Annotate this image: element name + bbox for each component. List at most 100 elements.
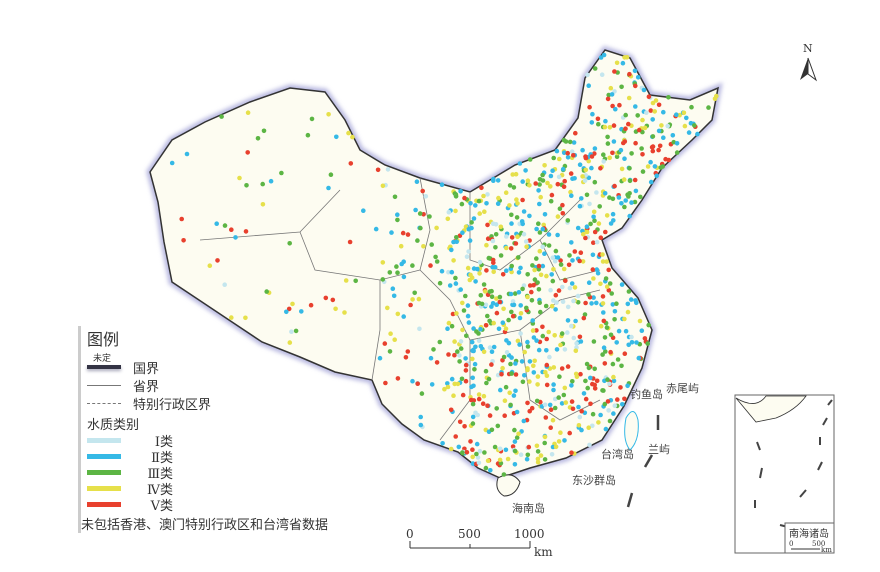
monitoring-point: [552, 396, 558, 402]
monitoring-point: [521, 418, 527, 424]
monitoring-point: [395, 270, 400, 276]
monitoring-point: [597, 204, 602, 209]
monitoring-point: [610, 196, 616, 202]
monitoring-point: [529, 289, 534, 295]
monitoring-point: [636, 127, 642, 133]
monitoring-point: [478, 293, 484, 298]
monitoring-point: [477, 259, 483, 265]
monitoring-point: [618, 147, 624, 153]
monitoring-point: [536, 287, 542, 292]
monitoring-point: [629, 334, 634, 340]
monitoring-point: [490, 221, 496, 226]
monitoring-point: [569, 281, 575, 286]
monitoring-point: [560, 299, 566, 305]
monitoring-point: [462, 424, 467, 429]
monitoring-point: [483, 302, 489, 308]
monitoring-point: [460, 327, 465, 333]
monitoring-point: [463, 293, 468, 299]
monitoring-point: [500, 320, 506, 326]
monitoring-point: [611, 378, 617, 384]
monitoring-point: [584, 192, 590, 198]
monitoring-point: [594, 239, 600, 245]
monitoring-point: [535, 449, 541, 454]
monitoring-point: [516, 290, 522, 295]
monitoring-point: [589, 154, 595, 159]
monitoring-point: [399, 261, 405, 267]
monitoring-point: [510, 444, 516, 449]
monitoring-point: [418, 422, 424, 428]
monitoring-point: [439, 182, 445, 187]
monitoring-point: [326, 112, 331, 117]
monitoring-point: [603, 349, 608, 354]
monitoring-point: [509, 212, 514, 218]
monitoring-point: [611, 218, 616, 223]
monitoring-point: [550, 417, 556, 423]
monitoring-point: [540, 172, 545, 178]
monitoring-point: [608, 349, 613, 355]
monitoring-point: [589, 301, 594, 306]
monitoring-point: [507, 183, 513, 188]
monitoring-point: [648, 108, 654, 113]
svg-text:500: 500: [458, 527, 481, 541]
monitoring-point: [695, 131, 700, 137]
monitoring-point: [576, 404, 581, 410]
monitoring-point: [517, 161, 523, 166]
monitoring-point: [612, 317, 617, 322]
monitoring-point: [602, 361, 608, 366]
monitoring-point: [565, 150, 570, 156]
monitoring-point: [625, 309, 631, 315]
monitoring-point: [445, 216, 451, 222]
monitoring-point: [476, 338, 482, 344]
monitoring-point: [527, 183, 532, 188]
monitoring-point: [545, 180, 550, 186]
monitoring-point: [595, 116, 601, 122]
monitoring-point: [542, 212, 548, 217]
monitoring-point: [568, 171, 574, 176]
monitoring-point: [589, 120, 595, 125]
monitoring-point: [421, 244, 426, 249]
monitoring-point: [518, 452, 524, 458]
monitoring-point: [346, 130, 351, 136]
monitoring-point: [498, 387, 503, 393]
svg-text:0: 0: [406, 527, 414, 541]
class-swatch: [87, 453, 121, 459]
monitoring-point: [525, 178, 531, 183]
monitoring-point: [601, 152, 606, 157]
monitoring-point: [520, 179, 525, 184]
monitoring-point: [535, 460, 541, 465]
monitoring-point: [434, 225, 439, 231]
monitoring-point: [522, 373, 527, 378]
monitoring-point: [509, 263, 514, 269]
monitoring-point: [600, 352, 605, 357]
monitoring-point: [380, 260, 386, 265]
monitoring-point: [467, 238, 473, 243]
monitoring-point: [474, 441, 480, 447]
monitoring-point: [389, 230, 394, 235]
monitoring-point: [410, 263, 415, 268]
monitoring-point: [567, 285, 573, 291]
monitoring-point: [484, 242, 489, 248]
monitoring-point: [636, 355, 642, 361]
north-arrow: N: [800, 42, 818, 82]
monitoring-point: [586, 292, 591, 297]
monitoring-point: [558, 430, 563, 436]
monitoring-point: [483, 465, 489, 471]
monitoring-point: [451, 393, 456, 399]
monitoring-point: [521, 231, 527, 237]
monitoring-point: [603, 118, 608, 124]
monitoring-point: [361, 208, 366, 213]
monitoring-point: [471, 326, 476, 331]
monitoring-point: [519, 219, 525, 224]
monitoring-point: [590, 111, 595, 117]
monitoring-point: [536, 347, 542, 353]
monitoring-point: [637, 318, 643, 324]
monitoring-point: [556, 395, 561, 400]
monitoring-point: [493, 232, 499, 237]
monitoring-point: [534, 328, 539, 333]
monitoring-point: [515, 338, 521, 344]
monitoring-point: [712, 96, 718, 102]
monitoring-point: [420, 188, 426, 194]
monitoring-point: [551, 387, 556, 393]
class-swatch: [87, 437, 121, 443]
